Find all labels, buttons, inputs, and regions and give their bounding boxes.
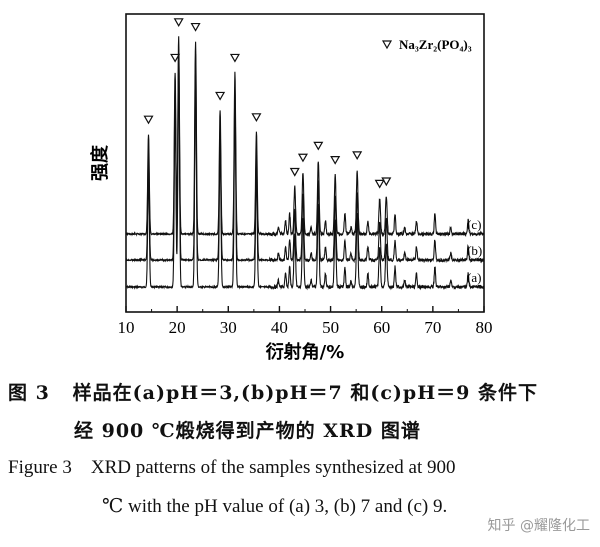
x-tick-label: 80 <box>476 318 493 337</box>
peak-marker-icon <box>170 53 181 63</box>
caption-en-line1: Figure 3 XRD patterns of the samples syn… <box>8 457 456 478</box>
x-tick-label: 70 <box>424 318 441 337</box>
legend-text: Na₃Zr₂(PO₄)₃ <box>399 37 472 52</box>
watermark: 知乎 @耀隆化工 <box>487 518 590 534</box>
peak-marker-icon <box>251 113 262 123</box>
x-axis-label: 衍射角/% <box>266 341 345 363</box>
peak-marker-icon <box>374 179 385 189</box>
peak-marker-icon <box>297 153 308 163</box>
peak-marker-icon <box>289 167 300 177</box>
peak-marker-icon <box>143 115 154 125</box>
traces <box>125 36 485 291</box>
peak-marker-icon <box>352 151 363 161</box>
peak-marker-icon <box>381 177 392 187</box>
peak-marker-icon <box>173 18 184 28</box>
peak-marker-icon <box>215 91 226 101</box>
xrd-trace-c <box>125 36 485 238</box>
peak-marker-icon <box>190 22 201 32</box>
y-axis-label: 强度 <box>89 144 111 181</box>
x-tick-label: 10 <box>118 318 135 337</box>
legend-marker-icon <box>381 40 393 50</box>
series-labels: (a) (b) (c) <box>467 217 482 285</box>
x-tick-label: 60 <box>373 318 390 337</box>
series-label-b: (b) <box>467 243 482 258</box>
caption-cn-line1: 图 3 样品在(a)pH＝3,(b)pH＝7 和(c)pH＝9 条件下 <box>8 382 538 404</box>
caption-en-line2: ℃ with the pH value of (a) 3, (b) 7 and … <box>102 496 448 517</box>
x-tick-label: 20 <box>169 318 186 337</box>
xrd-chart: 10 20 30 40 50 60 70 80 (a)(b)(c) Na₃Zr₂(PO₄)₃ … <box>89 13 493 363</box>
caption-cn-line2: 经 900 ℃煅烧得到产物的 XRD 图谱 <box>74 420 421 442</box>
peak-marker-icon <box>229 53 240 63</box>
x-tick-label: 30 <box>220 318 237 337</box>
xrd-trace-b <box>125 49 485 264</box>
legend: Na₃Zr₂(PO₄)₃ <box>381 37 472 52</box>
peak-marker-icon <box>313 141 324 151</box>
series-label-c: (c) <box>467 217 481 232</box>
x-tick-label: 40 <box>271 318 288 337</box>
series-label-a: (a) <box>467 270 481 285</box>
x-tick-label: 50 <box>322 318 339 337</box>
x-ticks: 10 20 30 40 50 60 70 80 <box>118 306 493 337</box>
peak-marker-icon <box>330 156 341 165</box>
xrd-trace-a <box>125 62 485 291</box>
peak-markers <box>143 18 392 189</box>
